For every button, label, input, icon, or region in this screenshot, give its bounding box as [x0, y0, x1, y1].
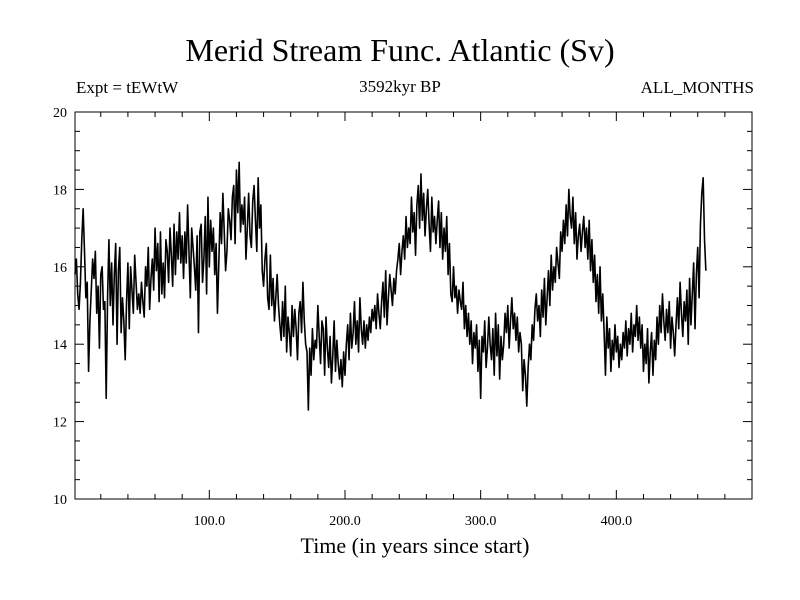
x-tick-label: 200.0: [329, 514, 361, 529]
y-tick-label: 20: [53, 106, 67, 121]
x-axis-label: Time (in years since start): [300, 533, 530, 558]
x-tick-label: 100.0: [194, 514, 226, 529]
plot-frame: [74, 111, 753, 500]
chart-title: Merid Stream Func. Atlantic (Sv): [185, 32, 615, 68]
period-label: 3592kyr BP: [359, 77, 441, 96]
experiment-label: Expt = tEWtW: [76, 78, 179, 97]
y-tick-label: 14: [53, 338, 67, 353]
x-tick-label: 300.0: [465, 514, 497, 529]
y-tick-label: 12: [53, 416, 67, 431]
series-line: [74, 161, 707, 411]
y-tick-label: 18: [53, 183, 67, 198]
y-tick-label: 16: [53, 261, 67, 276]
x-tick-label: 400.0: [601, 514, 633, 529]
months-label: ALL_MONTHS: [640, 78, 754, 97]
y-tick-label: 10: [53, 493, 67, 508]
